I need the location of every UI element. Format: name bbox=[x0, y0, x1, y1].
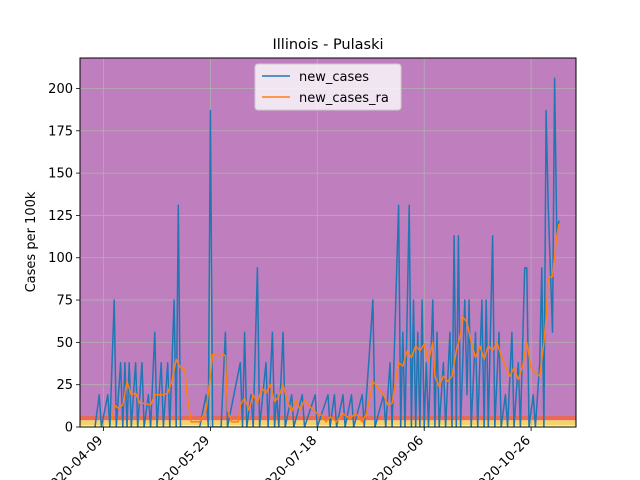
x-tick-label-2020-05-29: 2020-05-29 bbox=[149, 433, 213, 480]
x-tick-label-2020-07-18: 2020-07-18 bbox=[256, 433, 320, 480]
background-band-1 bbox=[80, 420, 576, 426]
y-axis: 0 25 50 75 100 125 150 175 200 bbox=[48, 82, 80, 436]
y-tick-label-150: 150 bbox=[48, 167, 73, 182]
background-band-2 bbox=[80, 415, 576, 421]
y-tick-label-175: 175 bbox=[48, 124, 73, 139]
legend: new_cases new_cases_ra bbox=[254, 63, 402, 111]
plot-frame bbox=[79, 57, 577, 428]
x-axis: 2020-04-09 2020-05-29 2020-07-18 2020-09-06… bbox=[42, 427, 534, 480]
series-line-new-cases bbox=[94, 77, 560, 427]
chart-title: Illinois - Pulaski bbox=[272, 37, 383, 53]
legend-label-new-cases: new_cases bbox=[299, 70, 369, 85]
x-tick-label-2020-09-06: 2020-09-06 bbox=[363, 433, 427, 480]
y-axis-label: Cases per 100k bbox=[24, 191, 39, 292]
x-tick-label-2020-04-09: 2020-04-09 bbox=[42, 433, 106, 480]
background-band-0 bbox=[80, 425, 576, 427]
y-tick-label-25: 25 bbox=[56, 378, 73, 393]
y-tick-label-0: 0 bbox=[65, 421, 73, 436]
series-line-new-cases-ra bbox=[111, 223, 560, 423]
legend-label-new-cases-ra: new_cases_ra bbox=[299, 91, 389, 106]
y-tick-label-50: 50 bbox=[56, 336, 73, 351]
series-lines bbox=[94, 77, 560, 427]
x-tick-label-2020-10-26: 2020-10-26 bbox=[470, 433, 534, 480]
y-tick-label-100: 100 bbox=[48, 251, 73, 266]
legend-box bbox=[254, 63, 402, 111]
background-bands bbox=[80, 58, 576, 427]
y-tick-label-75: 75 bbox=[56, 294, 73, 309]
background-band-3 bbox=[80, 58, 576, 416]
y-tick-label-200: 200 bbox=[48, 82, 73, 97]
y-tick-label-125: 125 bbox=[48, 209, 73, 224]
